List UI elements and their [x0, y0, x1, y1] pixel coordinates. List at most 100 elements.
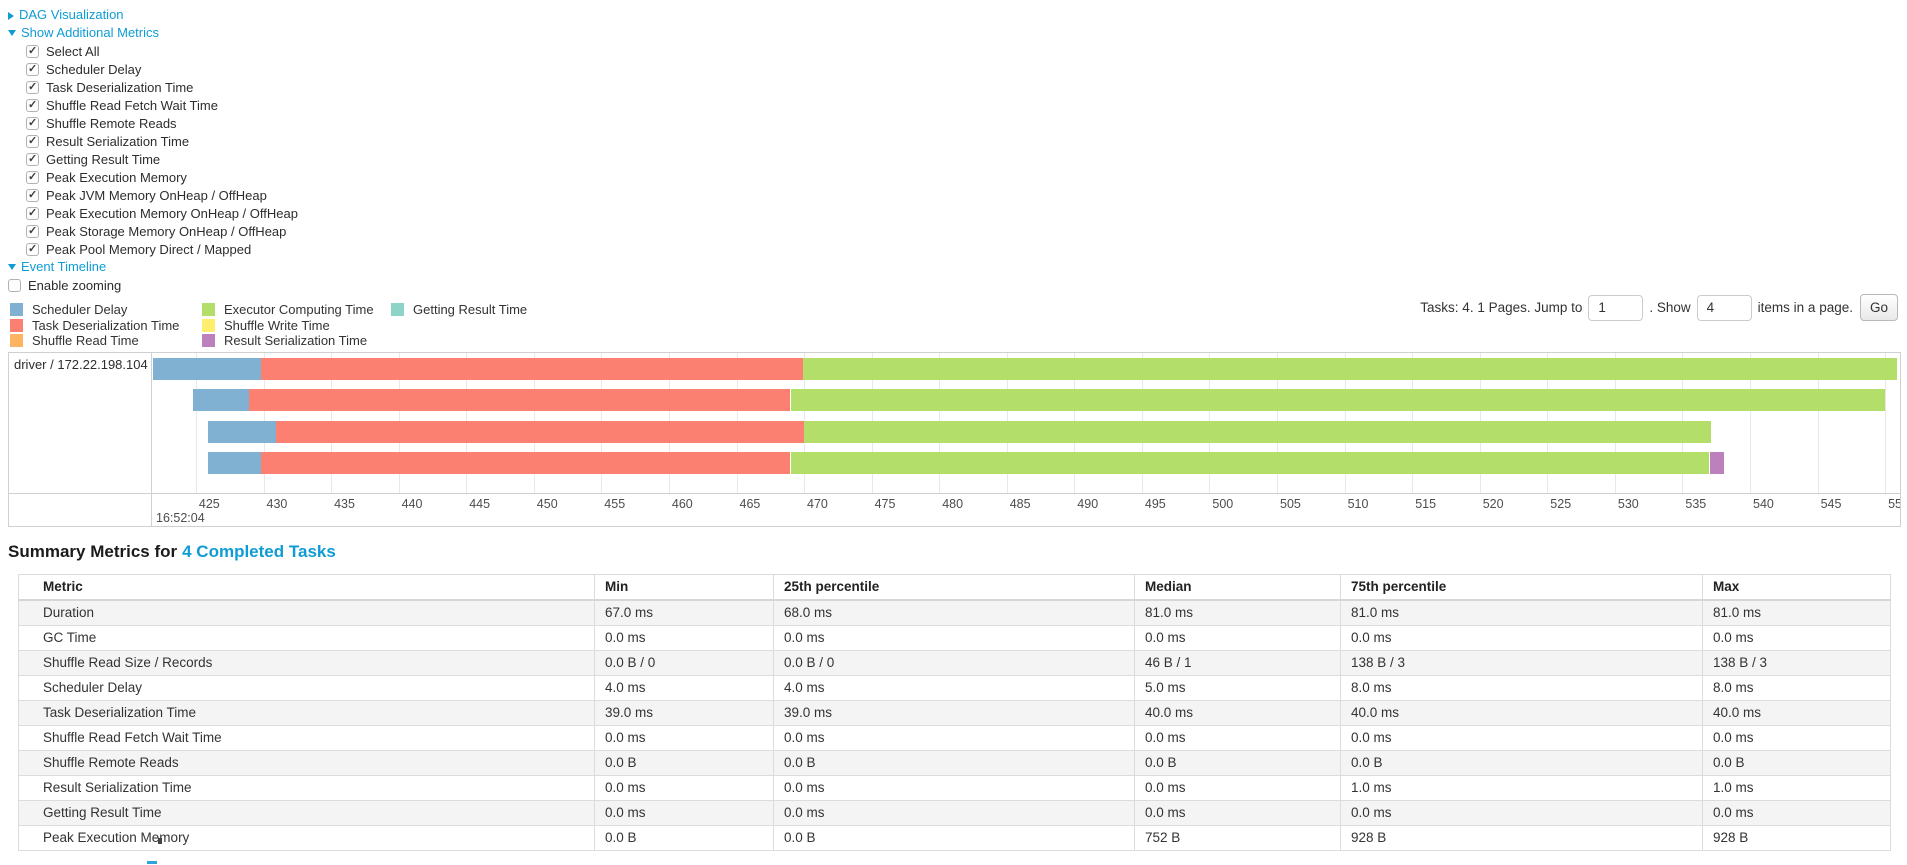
- task-bar-scheduler-delay[interactable]: [193, 389, 249, 412]
- summary-metrics-title: Summary Metrics for 4 Completed Tasks: [8, 542, 336, 562]
- metric-name-cell: Peak Execution Memory: [18, 825, 595, 851]
- timeline-plot: [152, 353, 1900, 493]
- metric-name-cell: Task Deserialization Time: [18, 700, 595, 726]
- table-row: Peak Execution Memory 0.0 B 0.0 B 752 B 928 …: [18, 825, 1891, 851]
- axis-tick-label: 490: [1077, 497, 1099, 511]
- task-bar-serialization[interactable]: [1709, 451, 1725, 474]
- metric-value-cell: 0.0 ms: [1702, 625, 1891, 651]
- column-header-metric: Metric: [18, 574, 595, 601]
- metric-checkbox-row[interactable]: Task Deserialization Time: [26, 78, 298, 96]
- metric-checkbox[interactable]: [26, 206, 39, 220]
- pagination-suffix-text: items in a page.: [1757, 300, 1853, 315]
- legend-swatch-icon: [10, 303, 23, 317]
- task-bar-computing[interactable]: [790, 451, 1710, 474]
- event-timeline-chart: driver / 172.22.198.104 425 430 435 440 445 4…: [8, 352, 1901, 527]
- metric-checkbox[interactable]: [26, 188, 39, 202]
- page-size-input[interactable]: [1696, 294, 1752, 321]
- metric-checkbox[interactable]: [26, 80, 39, 94]
- task-bar-scheduler-delay[interactable]: [208, 451, 261, 474]
- table-row: Duration 67.0 ms 68.0 ms 81.0 ms 81.0 ms 81.0…: [18, 599, 1891, 626]
- metric-checkbox[interactable]: [26, 134, 39, 148]
- show-additional-metrics-toggle[interactable]: Show Additional Metrics: [8, 24, 298, 42]
- metric-name-cell: Result Serialization Time: [18, 775, 595, 801]
- dag-visualization-toggle[interactable]: DAG Visualization: [8, 6, 298, 24]
- enable-zooming-row[interactable]: Enable zooming: [8, 276, 298, 294]
- metric-checkbox-label: Getting Result Time: [46, 151, 161, 167]
- metric-checkbox-label: Peak Pool Memory Direct / Mapped: [46, 241, 252, 257]
- axis-tick-label: 460: [671, 497, 693, 511]
- metric-checkbox-label: Peak Storage Memory OnHeap / OffHeap: [46, 223, 287, 239]
- metric-value-cell: 0.0 ms: [773, 625, 1135, 651]
- axis-tick-label: 550: [1888, 497, 1900, 511]
- metric-checkbox[interactable]: [26, 152, 39, 166]
- gridline: [195, 353, 197, 493]
- metric-value-cell: 0.0 B: [594, 750, 774, 776]
- metric-checkbox-row[interactable]: Select All: [26, 42, 298, 60]
- metric-checkbox[interactable]: [26, 224, 39, 238]
- task-bar-deserialization[interactable]: [260, 358, 803, 380]
- legend-item: Result Serialization Time: [202, 333, 391, 349]
- metric-value-cell: 81.0 ms: [1340, 599, 1703, 626]
- task-bar-deserialization[interactable]: [275, 420, 805, 443]
- metric-value-cell: 4.0 ms: [594, 675, 774, 701]
- legend-item: Shuffle Write Time: [202, 318, 391, 334]
- metric-value-cell: 40.0 ms: [1134, 700, 1341, 726]
- metric-checkbox-row[interactable]: Peak Execution Memory OnHeap / OffHeap: [26, 204, 298, 222]
- metric-value-cell: 40.0 ms: [1702, 700, 1891, 726]
- collapse-arrow-down-icon: [8, 29, 16, 36]
- metric-checkbox-row[interactable]: Peak Execution Memory: [26, 168, 298, 186]
- go-button[interactable]: Go: [1859, 294, 1898, 321]
- completed-tasks-link[interactable]: 4 Completed Tasks: [182, 542, 336, 561]
- metric-checkbox-row[interactable]: Peak Storage Memory OnHeap / OffHeap: [26, 222, 298, 240]
- task-bar-deserialization[interactable]: [260, 451, 791, 474]
- task-bar-deserialization[interactable]: [248, 389, 791, 412]
- axis-tick-label: 435: [334, 497, 355, 511]
- partial-link-sliver: [147, 861, 157, 864]
- gridline: [1750, 353, 1751, 493]
- metric-checkbox[interactable]: [26, 116, 39, 130]
- enable-zooming-checkbox[interactable]: [8, 278, 21, 292]
- executor-group-label-cell: driver / 172.22.198.104: [9, 353, 152, 526]
- metric-checkbox-row[interactable]: Result Serialization Time: [26, 132, 298, 150]
- metric-checkbox[interactable]: [26, 62, 39, 76]
- timeline-task-row: [152, 358, 1900, 380]
- metric-value-cell: 928 B: [1340, 825, 1703, 851]
- metric-value-cell: 0.0 ms: [594, 725, 774, 751]
- axis-tick-label: 475: [874, 497, 896, 511]
- event-timeline-toggle[interactable]: Event Timeline: [8, 258, 298, 276]
- column-header-max: Max: [1702, 574, 1891, 601]
- task-bar-computing[interactable]: [790, 389, 1886, 412]
- metric-checkbox[interactable]: [26, 170, 39, 184]
- timeline-task-row: [152, 389, 1900, 412]
- metric-value-cell: 138 B / 3: [1340, 650, 1703, 676]
- metric-checkbox[interactable]: [26, 242, 39, 256]
- metric-checkbox-row[interactable]: Scheduler Delay: [26, 60, 298, 78]
- metric-value-cell: 67.0 ms: [594, 599, 774, 626]
- metric-checkbox-row[interactable]: Shuffle Remote Reads: [26, 114, 298, 132]
- metric-value-cell: 68.0 ms: [773, 599, 1135, 626]
- metric-checkbox-row[interactable]: Shuffle Read Fetch Wait Time: [26, 96, 298, 114]
- task-bar-computing[interactable]: [804, 420, 1711, 443]
- text-cursor-artifact: [158, 838, 162, 844]
- metric-checkbox[interactable]: [26, 44, 39, 58]
- task-bar-scheduler-delay[interactable]: [152, 358, 261, 380]
- metric-value-cell: 0.0 ms: [1134, 725, 1341, 751]
- task-pagination: Tasks: 4. 1 Pages. Jump to . Show items …: [1420, 294, 1898, 321]
- metric-name-cell: Duration: [18, 599, 595, 626]
- metric-value-cell: 0.0 B: [1134, 750, 1341, 776]
- event-timeline-label: Event Timeline: [21, 259, 107, 274]
- metric-value-cell: 0.0 B: [594, 825, 774, 851]
- metric-value-cell: 46 B / 1: [1134, 650, 1341, 676]
- table-row: Shuffle Read Size / Records 0.0 B / 0 0.0 …: [18, 650, 1891, 676]
- task-bar-computing[interactable]: [802, 358, 1898, 380]
- metric-value-cell: 0.0 B: [1340, 750, 1703, 776]
- metric-checkbox-row[interactable]: Getting Result Time: [26, 150, 298, 168]
- metric-value-cell: 0.0 ms: [594, 800, 774, 826]
- metric-checkbox-row[interactable]: Peak Pool Memory Direct / Mapped: [26, 240, 298, 258]
- task-bar-scheduler-delay[interactable]: [208, 420, 276, 443]
- metric-value-cell: 928 B: [1702, 825, 1891, 851]
- jump-to-page-input[interactable]: [1588, 294, 1644, 321]
- metric-checkbox[interactable]: [26, 98, 39, 112]
- timeline-legend: Scheduler Delay Task Deserialization Time…: [10, 302, 527, 349]
- metric-checkbox-row[interactable]: Peak JVM Memory OnHeap / OffHeap: [26, 186, 298, 204]
